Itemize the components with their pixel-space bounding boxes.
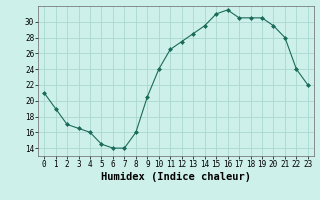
X-axis label: Humidex (Indice chaleur): Humidex (Indice chaleur) bbox=[101, 172, 251, 182]
